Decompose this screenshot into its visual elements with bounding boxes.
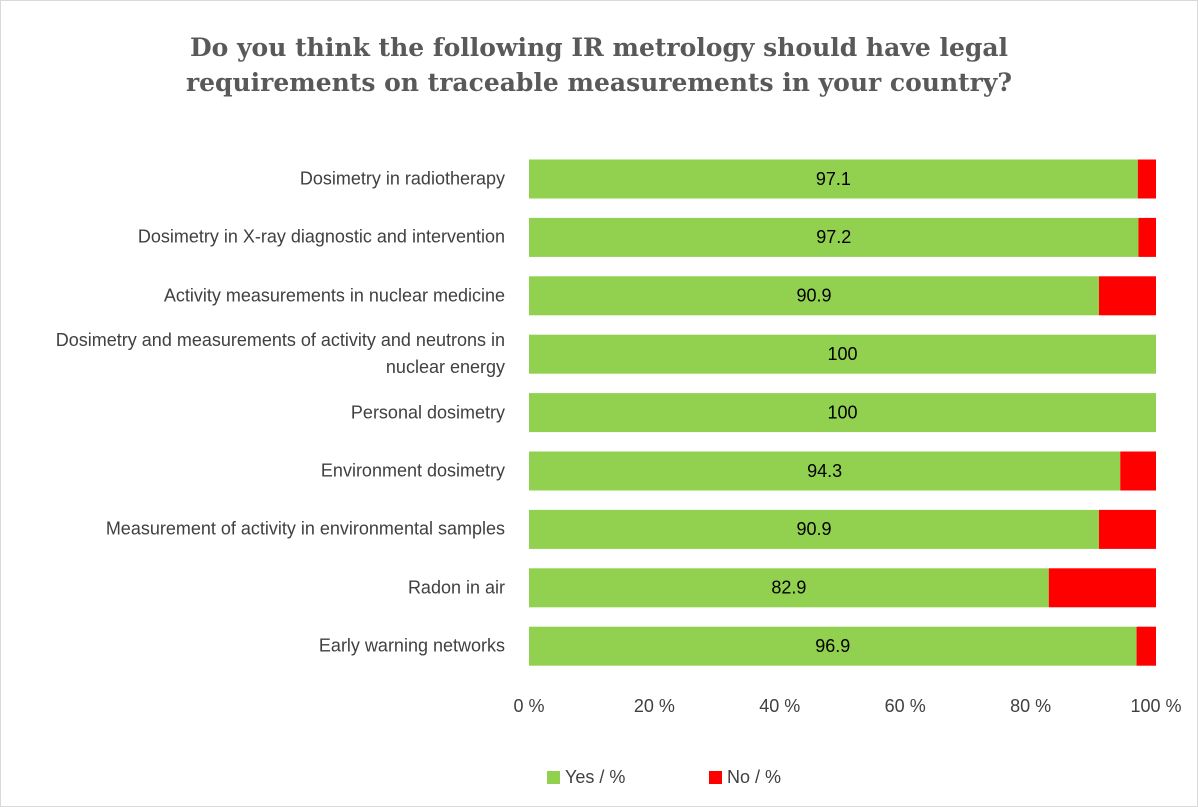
data-label: 96.9	[815, 636, 850, 656]
legend-label: Yes / %	[565, 767, 625, 787]
bar-segment	[529, 217, 1139, 257]
data-label: 90.9	[796, 519, 831, 539]
bar-segment	[1137, 159, 1156, 199]
legend-swatch	[709, 771, 722, 784]
data-label: 100	[827, 344, 857, 364]
data-label: 97.1	[816, 169, 851, 189]
y-tick-label: Early warning networks	[318, 635, 505, 656]
bar-segment	[1138, 217, 1156, 257]
y-tick-label: Measurement of activity in environmental…	[105, 518, 505, 539]
data-label: 100	[827, 402, 857, 422]
y-tick-label: Activity measurements in nuclear medicin…	[163, 285, 505, 306]
legend-label: No / %	[727, 767, 781, 787]
bar-segment	[529, 334, 1156, 374]
y-tick-label: Dosimetry and measurements of activity a…	[55, 330, 505, 378]
y-tick-label: Dosimetry in radiotherapy	[299, 168, 505, 189]
bar-segment	[1136, 626, 1156, 666]
bar-segment	[529, 276, 1099, 316]
y-tick-label: Personal dosimetry	[350, 402, 505, 423]
data-label: 82.9	[771, 578, 806, 598]
y-tick-label: Radon in air	[407, 577, 505, 598]
bar-segment	[529, 393, 1156, 433]
x-tick-label: 80 %	[1010, 696, 1051, 716]
x-tick-label: 40 %	[759, 696, 800, 716]
bar-segment	[529, 451, 1121, 491]
x-tick-label: 0 %	[513, 696, 544, 716]
x-tick-label: 20 %	[634, 696, 675, 716]
x-tick-label: 60 %	[885, 696, 926, 716]
bar-segment	[1048, 568, 1156, 608]
bar-segment	[1098, 509, 1156, 549]
y-tick-label: Environment dosimetry	[320, 460, 505, 481]
chart-title: Do you think the following IR metrology …	[185, 33, 1013, 97]
bar-segment	[1120, 451, 1156, 491]
bar-segment	[529, 159, 1138, 199]
data-label: 90.9	[796, 286, 831, 306]
bar-segment	[529, 568, 1049, 608]
data-label: 94.3	[807, 461, 842, 481]
bar-segment	[529, 626, 1137, 666]
y-tick-label: Dosimetry in X-ray diagnostic and interv…	[137, 226, 505, 247]
data-label: 97.2	[816, 227, 851, 247]
x-tick-label: 100 %	[1130, 696, 1181, 716]
legend-swatch	[547, 771, 560, 784]
bar-segment	[529, 509, 1099, 549]
bar-segment	[1098, 276, 1156, 316]
